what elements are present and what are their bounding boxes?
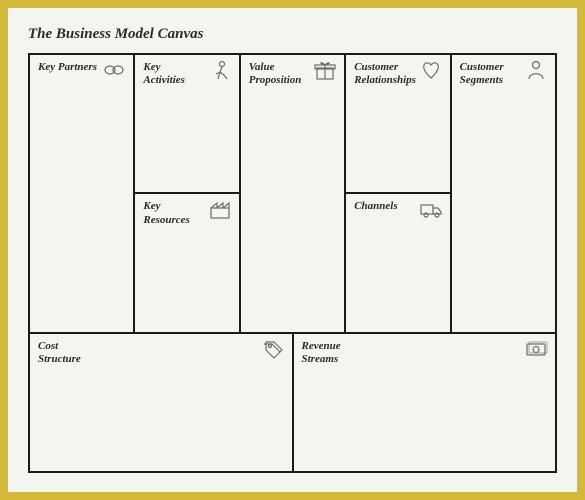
cell-cost-structure: Cost Structure [29, 333, 293, 472]
cell-label: Value Proposition [249, 61, 309, 87]
running-icon [207, 59, 233, 81]
canvas-page: The Business Model Canvas Key Partners K… [8, 8, 577, 492]
cell-key-activities: Key Activities [134, 54, 239, 193]
heart-icon [418, 59, 444, 81]
cell-label: Key Resources [143, 200, 203, 226]
tags-icon [260, 338, 286, 360]
truck-icon [418, 198, 444, 220]
cell-customer-segments: Customer Segments [451, 54, 556, 333]
cell-channels: Channels [345, 193, 450, 332]
link-icon [101, 59, 127, 81]
cell-key-partners: Key Partners [29, 54, 134, 333]
gift-icon [312, 59, 338, 81]
cell-value-proposition: Value Proposition [240, 54, 345, 333]
cell-label: Key Partners [38, 61, 98, 74]
cell-label: Revenue Streams [302, 340, 362, 366]
cell-key-resources: Key Resources [134, 193, 239, 332]
person-icon [523, 59, 549, 81]
cell-label: Cost Structure [38, 340, 98, 366]
cell-label: Customer Relationships [354, 61, 414, 87]
cell-customer-relationships: Customer Relationships [345, 54, 450, 193]
cell-label: Key Activities [143, 61, 203, 87]
cell-label: Customer Segments [460, 61, 520, 87]
business-model-canvas: Key Partners Key Activities Key Resource… [28, 53, 557, 473]
cell-revenue-streams: Revenue Streams [293, 333, 557, 472]
cash-icon [523, 338, 549, 360]
factory-icon [207, 198, 233, 220]
page-title: The Business Model Canvas [28, 26, 557, 43]
cell-label: Channels [354, 200, 414, 213]
